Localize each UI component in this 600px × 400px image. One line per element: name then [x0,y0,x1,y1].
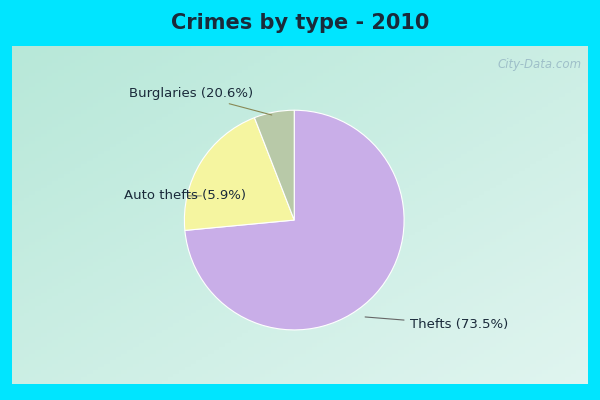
Wedge shape [254,110,294,220]
Wedge shape [184,118,294,230]
Wedge shape [185,110,404,330]
Text: Thefts (73.5%): Thefts (73.5%) [365,317,508,331]
Text: Crimes by type - 2010: Crimes by type - 2010 [171,13,429,33]
Text: Burglaries (20.6%): Burglaries (20.6%) [130,87,272,115]
Text: Auto thefts (5.9%): Auto thefts (5.9%) [124,190,246,202]
Text: City-Data.com: City-Data.com [498,58,582,71]
